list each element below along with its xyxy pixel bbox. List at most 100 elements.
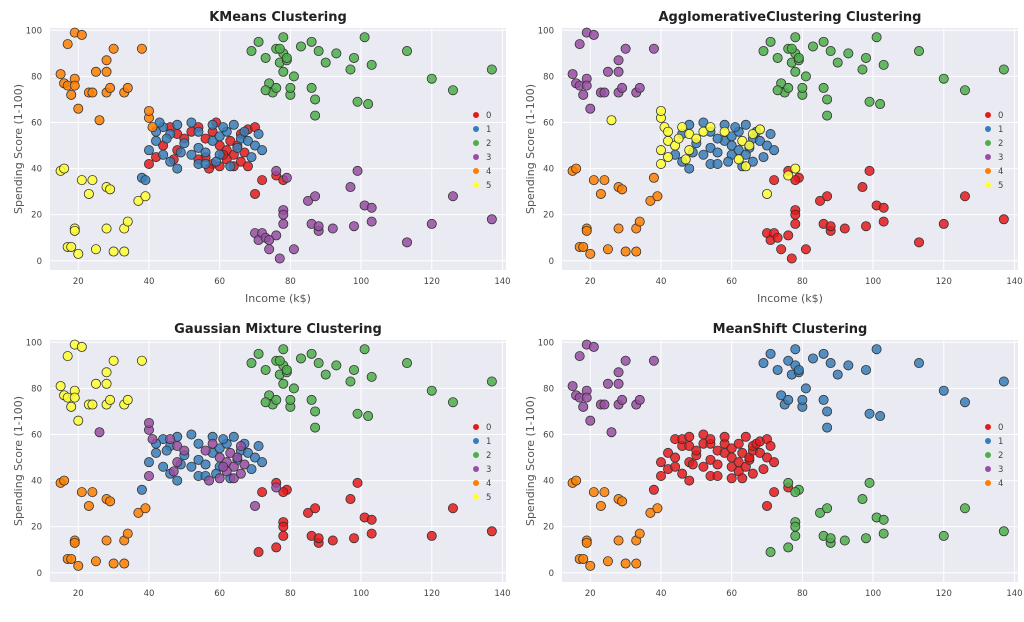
legend-marker <box>985 466 991 472</box>
data-point <box>762 188 773 199</box>
data-point <box>310 110 321 121</box>
data-point <box>567 381 578 392</box>
data-point <box>175 147 186 158</box>
y-tick-label: 0 <box>37 569 42 579</box>
data-point <box>218 434 229 445</box>
data-point <box>825 533 836 544</box>
data-point <box>790 66 801 77</box>
data-point <box>281 52 292 63</box>
data-point <box>320 369 331 380</box>
data-point <box>663 152 674 163</box>
data-point <box>864 477 875 488</box>
x-tick-label: 100 <box>865 589 881 599</box>
data-point <box>740 161 751 172</box>
data-point <box>878 528 889 539</box>
data-point <box>793 364 804 375</box>
legend-marker <box>985 182 991 188</box>
data-point <box>447 85 458 96</box>
data-point <box>327 535 338 546</box>
data-point <box>242 135 253 146</box>
data-point <box>574 39 585 50</box>
legend-label: 4 <box>998 167 1003 177</box>
data-point <box>839 223 850 234</box>
data-point <box>712 158 723 169</box>
legend-label: 1 <box>486 125 491 135</box>
data-point <box>938 218 949 229</box>
data-point <box>818 394 829 405</box>
data-point <box>228 461 239 472</box>
data-point <box>271 542 282 553</box>
data-point <box>744 140 755 151</box>
data-point <box>747 129 758 140</box>
data-point <box>151 447 162 458</box>
data-point <box>193 438 204 449</box>
legend-marker <box>985 424 991 430</box>
data-point <box>264 244 275 255</box>
data-point <box>250 452 261 463</box>
data-point <box>228 431 239 442</box>
data-point <box>285 82 296 93</box>
data-point <box>306 82 317 93</box>
data-point <box>366 528 377 539</box>
data-point <box>807 41 818 52</box>
legend-marker <box>473 466 479 472</box>
data-point <box>352 477 363 488</box>
data-point <box>257 145 268 156</box>
data-point <box>786 43 797 54</box>
data-point <box>363 411 374 422</box>
data-point <box>306 348 317 359</box>
data-point <box>158 149 169 160</box>
data-point <box>69 225 80 236</box>
data-point <box>772 364 783 375</box>
data-point <box>366 202 377 213</box>
data-point <box>857 64 868 75</box>
data-point <box>253 547 264 558</box>
data-point <box>602 244 613 255</box>
data-point <box>825 221 836 232</box>
data-point <box>800 71 811 82</box>
legend-marker <box>473 168 479 174</box>
data-point <box>585 560 596 571</box>
data-point <box>765 547 776 558</box>
data-point <box>232 452 243 463</box>
data-point <box>69 392 80 403</box>
legend-marker <box>473 438 479 444</box>
data-point <box>62 39 73 50</box>
data-point <box>998 214 1009 225</box>
data-point <box>588 487 599 498</box>
data-point <box>426 530 437 541</box>
series-0 <box>648 429 794 511</box>
data-point <box>648 172 659 183</box>
data-point <box>87 87 98 98</box>
x-tick-label: 60 <box>726 277 737 287</box>
data-point <box>352 165 363 176</box>
data-point <box>959 397 970 408</box>
data-point <box>313 46 324 57</box>
y-tick-label: 0 <box>549 257 554 267</box>
data-point <box>790 209 801 220</box>
data-point <box>857 182 868 193</box>
data-point <box>348 364 359 375</box>
y-axis-label: Spending Score (1-100) <box>524 396 537 526</box>
data-point <box>578 553 589 564</box>
data-point <box>860 221 871 232</box>
data-point <box>274 355 285 366</box>
y-axis-label: Spending Score (1-100) <box>12 396 25 526</box>
data-point <box>578 89 589 100</box>
data-point <box>758 464 769 475</box>
legend-marker <box>473 126 479 132</box>
data-point <box>684 129 695 140</box>
data-point <box>822 406 833 417</box>
data-point <box>800 244 811 255</box>
data-point <box>143 145 154 156</box>
data-point <box>250 188 261 199</box>
data-point <box>83 500 94 511</box>
series-3 <box>94 417 282 511</box>
data-point <box>655 145 666 156</box>
data-point <box>740 149 751 160</box>
data-point <box>726 473 737 484</box>
data-point <box>105 496 116 507</box>
data-point <box>345 376 356 387</box>
